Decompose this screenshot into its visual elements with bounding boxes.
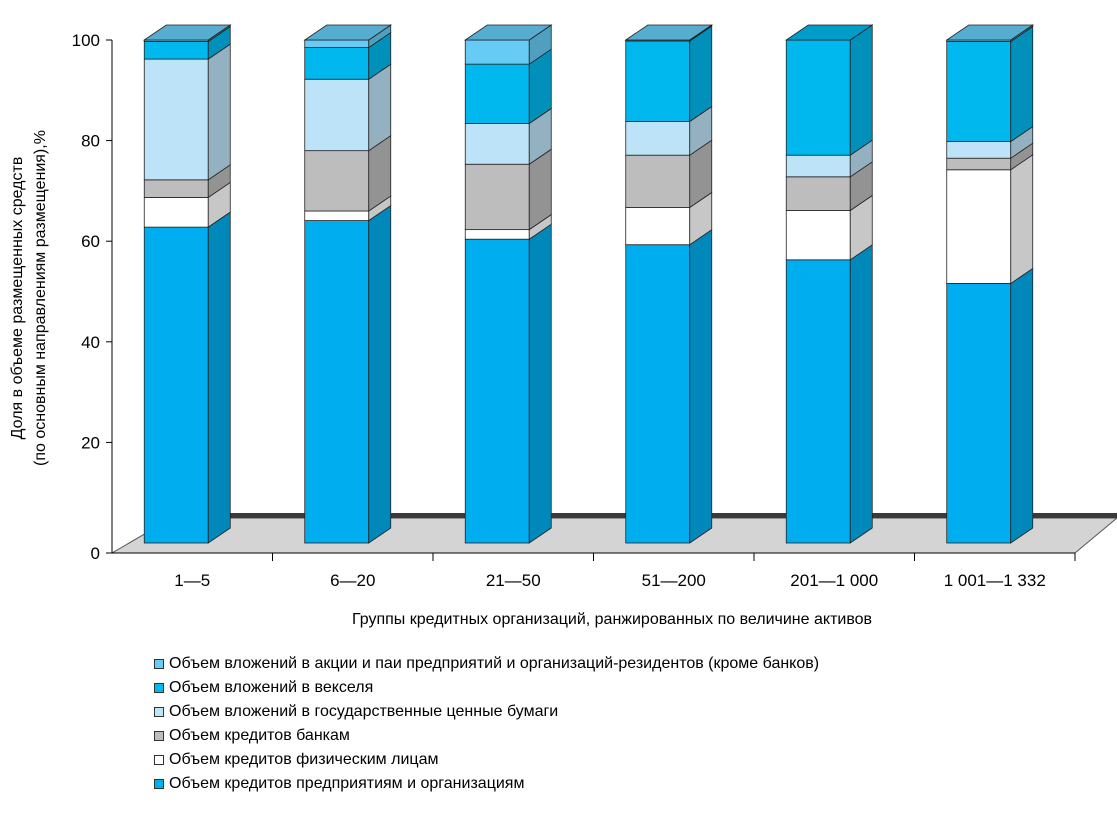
bar-segment-side	[849, 24, 873, 156]
bar-top-face	[945, 24, 1035, 41]
bar-segment-front	[143, 179, 209, 198]
y-axis-title-line-1: Доля в объеме размещенных средств	[9, 157, 26, 440]
bars	[142, 24, 1035, 544]
bar-segment-side	[368, 204, 392, 544]
x-tick-label: 1—5	[174, 571, 210, 590]
bar-segment-side	[849, 244, 873, 544]
bar-segment-front	[143, 58, 209, 181]
bar-segment-side	[207, 43, 231, 181]
bar-segment-front	[304, 78, 370, 152]
bar-segment-front	[464, 63, 530, 124]
bar-segment-front	[785, 154, 851, 178]
legend-item: Объем кредитов банкам	[154, 724, 819, 748]
bar-segment-side	[689, 228, 713, 544]
legend-item: Объем кредитов предприятиям и организаци…	[154, 772, 819, 796]
x-axis-title: Группы кредитных организаций, ранжирован…	[352, 611, 872, 628]
bar-segment-front	[785, 259, 851, 544]
x-tick-label: 21—50	[486, 571, 541, 590]
legend-item: Объем кредитов физическим лицам	[154, 748, 819, 772]
legend: Объем вложений в акции и паи предприятий…	[154, 652, 819, 796]
legend-swatch	[154, 731, 164, 741]
bar-segment-front	[946, 141, 1012, 159]
x-tick-label: 51—200	[642, 571, 706, 590]
bar-stack-3	[463, 24, 553, 544]
legend-label: Объем вложений в векселя	[169, 679, 374, 696]
legend-swatch	[154, 779, 164, 789]
legend-item: Объем вложений в векселя	[154, 676, 819, 700]
y-tick-label: 100	[72, 31, 100, 50]
legend-swatch	[154, 755, 164, 765]
bar-top-face	[463, 24, 553, 41]
bar-stack-2	[303, 24, 393, 544]
legend-swatch	[154, 683, 164, 693]
bar-segment-front	[143, 41, 209, 60]
bar-segment-side	[207, 211, 231, 544]
bar-segment-side	[1010, 267, 1034, 544]
bar-segment-front	[625, 154, 691, 208]
legend-label: Объем кредитов банкам	[169, 727, 350, 744]
bar-top-face	[624, 24, 714, 41]
bar-top-face	[303, 24, 393, 41]
axes	[106, 39, 1076, 561]
legend-swatch	[154, 707, 164, 717]
x-tick-labels: 1—5 6—20 21—50 51—200 201—1 000 1 001—1 332	[174, 571, 1046, 590]
y-tick-label: 80	[81, 132, 100, 151]
bar-segment-front	[625, 207, 691, 246]
bar-segment-front	[625, 244, 691, 544]
bar-segment-front	[304, 210, 370, 221]
y-tick-labels: 0 20 40 60 80 100	[72, 31, 100, 563]
legend-label: Объем кредитов предприятиям и организаци…	[169, 775, 525, 792]
bar-segment-front	[785, 39, 851, 156]
bar-top-face	[784, 24, 874, 41]
bar-segment-front	[143, 197, 209, 228]
legend-label: Объем вложений в государственные ценные …	[169, 703, 559, 720]
bar-segment-front	[946, 157, 1012, 171]
x-tick-label: 201—1 000	[790, 571, 878, 590]
y-tick-label: 0	[91, 544, 100, 563]
legend-swatch	[154, 659, 164, 669]
y-tick-label: 40	[81, 333, 100, 352]
legend-label: Объем вложений в акции и паи предприятий…	[169, 655, 820, 672]
bar-stack-5	[784, 24, 874, 544]
bar-segment-front	[464, 229, 530, 240]
bar-segment-front	[304, 39, 370, 48]
bar-stack-6	[945, 24, 1035, 544]
bar-segment-front	[785, 176, 851, 211]
bar-segment-front	[304, 47, 370, 80]
bar-segment-front	[304, 220, 370, 544]
legend-label: Объем кредитов физическим лицам	[169, 751, 439, 768]
bar-segment-front	[464, 39, 530, 65]
bar-segment-front	[785, 210, 851, 261]
bar-segment-side	[1010, 154, 1034, 285]
y-tick-label: 60	[81, 232, 100, 251]
bar-segment-front	[946, 169, 1012, 284]
bar-stack-1	[142, 24, 232, 544]
bar-segment-front	[946, 41, 1012, 143]
bar-segment-front	[464, 163, 530, 231]
y-axis-title-line-2: (по основным направлениям размещения),%	[32, 130, 49, 466]
legend-item: Объем вложений в государственные ценные …	[154, 700, 819, 724]
bar-stack-4	[624, 24, 714, 544]
y-tick-label: 20	[81, 433, 100, 452]
bar-segment-side	[1010, 25, 1034, 143]
bar-segment-side	[689, 25, 713, 123]
bar-top-face	[142, 24, 232, 41]
bar-segment-front	[946, 283, 1012, 544]
bar-segment-front	[625, 121, 691, 156]
bar-segment-front	[625, 40, 691, 122]
bar-segment-side	[528, 223, 552, 544]
x-tick-label: 1 001—1 332	[944, 571, 1046, 590]
bar-segment-front	[143, 226, 209, 544]
legend-item: Объем вложений в акции и паи предприятий…	[154, 652, 819, 676]
x-tick-label: 6—20	[330, 571, 375, 590]
bar-segment-front	[464, 123, 530, 165]
bar-segment-front	[464, 238, 530, 544]
bar-segment-front	[304, 150, 370, 212]
